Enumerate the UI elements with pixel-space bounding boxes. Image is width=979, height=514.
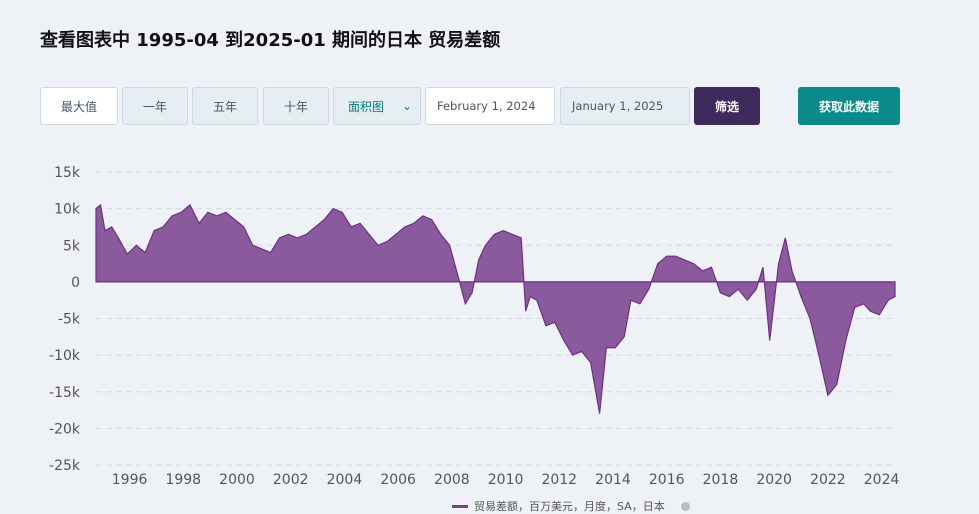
x-tick-label: 2004 bbox=[327, 472, 363, 488]
chart-type-select[interactable]: 面积图 ⌄ bbox=[333, 87, 421, 125]
y-tick-label: -10k bbox=[49, 348, 81, 364]
area-chart: 15k 10k 5k 0 -5k -10k -15k -20k -25k 1996 1998 200… bbox=[49, 165, 900, 488]
x-tick-label: 2018 bbox=[703, 472, 739, 488]
x-tick-label: 1998 bbox=[165, 472, 201, 488]
y-tick-label: -25k bbox=[49, 458, 81, 474]
x-tick-label: 2006 bbox=[380, 472, 416, 488]
y-axis-labels: 15k 10k 5k 0 -5k -10k -15k -20k -25k bbox=[49, 165, 81, 474]
chevron-down-icon: ⌄ bbox=[401, 99, 412, 113]
filter-button[interactable]: 筛选 bbox=[694, 87, 760, 125]
x-tick-label: 2016 bbox=[649, 472, 685, 488]
chart-type-value: 面积图 bbox=[348, 99, 385, 114]
y-tick-label: -5k bbox=[58, 312, 81, 328]
legend-swatch bbox=[452, 504, 468, 508]
x-tick-label: 2010 bbox=[488, 472, 524, 488]
trade-balance-area bbox=[95, 203, 896, 414]
toolbar: 最大值 一年 五年 十年 面积图 ⌄ February 1, 2024 Janu… bbox=[0, 0, 979, 140]
x-tick-label: 2002 bbox=[273, 472, 309, 488]
x-tick-label: 1996 bbox=[112, 472, 148, 488]
y-tick-label: -20k bbox=[49, 421, 81, 437]
legend-label: 贸易差额，百万美元，月度，SA，日本 bbox=[474, 500, 665, 513]
x-tick-label: 2008 bbox=[434, 472, 470, 488]
x-tick-label: 2012 bbox=[541, 472, 577, 488]
x-tick-label: 2014 bbox=[595, 472, 631, 488]
x-tick-label: 2000 bbox=[219, 472, 255, 488]
x-axis-labels: 1996 1998 2000 2002 2004 2006 2008 2010 2012 2014… bbox=[112, 472, 900, 488]
x-tick-label: 2022 bbox=[810, 472, 846, 488]
y-tick-label: 5k bbox=[63, 238, 81, 254]
y-tick-label: 0 bbox=[71, 275, 80, 291]
y-tick-label: -15k bbox=[49, 385, 81, 401]
legend-dot-icon bbox=[680, 501, 690, 511]
start-date-input[interactable]: February 1, 2024 bbox=[425, 87, 555, 125]
y-tick-label: 10k bbox=[54, 202, 81, 218]
x-tick-label: 2020 bbox=[756, 472, 792, 488]
y-tick-label: 15k bbox=[54, 165, 81, 181]
range-10y-button[interactable]: 十年 bbox=[263, 87, 329, 125]
range-1y-button[interactable]: 一年 bbox=[122, 87, 188, 125]
legend[interactable]: 贸易差额，百万美元，月度，SA，日本 bbox=[452, 498, 690, 514]
page-title: 查看图表中 1995-04 到2025-01 期间的日本 贸易差额 bbox=[40, 30, 501, 51]
range-5y-button[interactable]: 五年 bbox=[192, 87, 258, 125]
fetch-data-button[interactable]: 获取此数据 bbox=[798, 87, 900, 125]
range-max-button[interactable]: 最大值 bbox=[40, 87, 118, 125]
end-date-input[interactable]: January 1, 2025 bbox=[560, 87, 690, 125]
x-tick-label: 2024 bbox=[864, 472, 900, 488]
